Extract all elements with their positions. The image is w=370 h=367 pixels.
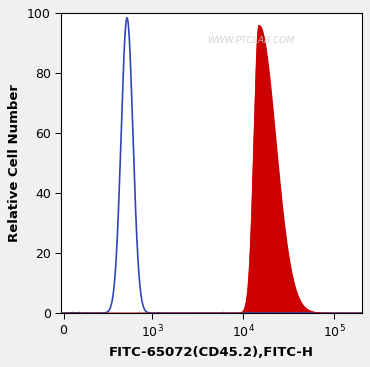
Text: WWW.PTCLAB.COM: WWW.PTCLAB.COM <box>207 36 294 45</box>
Y-axis label: Relative Cell Number: Relative Cell Number <box>9 84 21 242</box>
X-axis label: FITC-65072(CD45.2),FITC-H: FITC-65072(CD45.2),FITC-H <box>109 346 314 359</box>
